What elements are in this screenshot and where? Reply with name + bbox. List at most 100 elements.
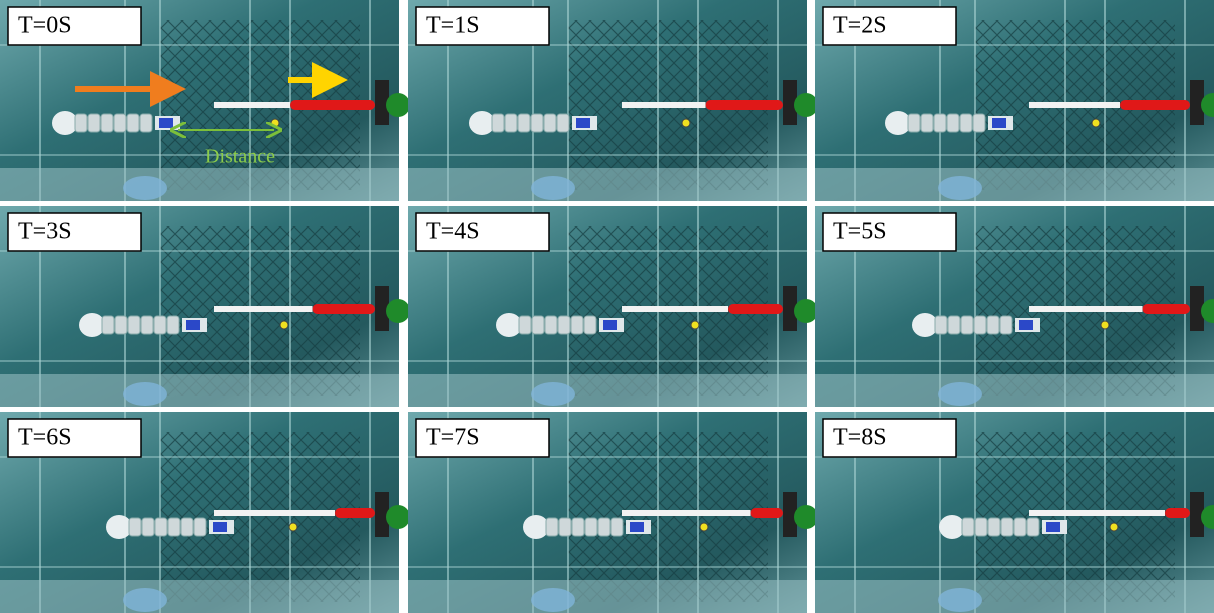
time-label: T=0S bbox=[18, 13, 72, 39]
fish-segment bbox=[1000, 316, 1012, 334]
fish-segment bbox=[544, 114, 556, 132]
time-label: T=8S bbox=[833, 425, 887, 451]
bottom-glare bbox=[815, 580, 1214, 613]
rod bbox=[1029, 306, 1143, 312]
target-dot bbox=[682, 119, 690, 127]
fish-segment bbox=[559, 518, 571, 536]
fish-segment bbox=[987, 316, 999, 334]
fish-segment bbox=[129, 518, 141, 536]
fish-board bbox=[576, 118, 590, 128]
green-ball bbox=[386, 505, 410, 529]
fish-board bbox=[1019, 320, 1033, 330]
bottom-glare bbox=[815, 168, 1214, 201]
fish-segment bbox=[975, 518, 987, 536]
rod-red bbox=[290, 100, 375, 110]
fish-segment bbox=[572, 518, 584, 536]
fish-segment bbox=[974, 316, 986, 334]
fish-segment bbox=[934, 114, 946, 132]
fish-segment bbox=[557, 114, 569, 132]
rod bbox=[1029, 510, 1165, 516]
fish-board bbox=[630, 522, 644, 532]
fish-segment bbox=[947, 114, 959, 132]
fish-segment bbox=[128, 316, 140, 334]
bucket bbox=[123, 382, 167, 406]
fish-segment bbox=[585, 518, 597, 536]
bucket bbox=[123, 588, 167, 612]
photo-panel: T=2S bbox=[815, 0, 1214, 201]
fish-head bbox=[939, 515, 965, 539]
time-label: T=2S bbox=[833, 13, 887, 39]
fish-segment bbox=[492, 114, 504, 132]
time-label: T=5S bbox=[833, 219, 887, 245]
bucket bbox=[531, 588, 575, 612]
fish-segment bbox=[988, 518, 1000, 536]
bucket bbox=[938, 176, 982, 200]
bottom-glare bbox=[815, 374, 1214, 407]
fish-segment bbox=[531, 114, 543, 132]
green-ball bbox=[386, 299, 410, 323]
fish-segment bbox=[115, 316, 127, 334]
fish-segment bbox=[960, 114, 972, 132]
rod bbox=[214, 102, 290, 108]
fish-segment bbox=[518, 114, 530, 132]
target-dot bbox=[271, 119, 279, 127]
fish-segment bbox=[114, 114, 126, 132]
time-label: T=6S bbox=[18, 425, 72, 451]
time-label: T=7S bbox=[426, 425, 480, 451]
green-ball bbox=[794, 505, 818, 529]
photo-panel: T=7S bbox=[408, 412, 818, 613]
fish-segment bbox=[505, 114, 517, 132]
rod-red bbox=[335, 508, 375, 518]
fish-segment bbox=[142, 518, 154, 536]
fish-segment bbox=[154, 316, 166, 334]
fish-head bbox=[52, 111, 78, 135]
fish-segment bbox=[1027, 518, 1039, 536]
bucket bbox=[123, 176, 167, 200]
fish-head bbox=[469, 111, 495, 135]
fish-head bbox=[523, 515, 549, 539]
target-dot bbox=[1092, 119, 1100, 127]
bucket bbox=[938, 588, 982, 612]
target-dot bbox=[289, 523, 297, 531]
fish-board bbox=[603, 320, 617, 330]
photo-grid: T=0S Distance T=1S T=2S T=3ST=4S T=5S T=6S T=7S… bbox=[0, 0, 1214, 613]
fish-segment bbox=[1014, 518, 1026, 536]
fish-segment bbox=[908, 114, 920, 132]
fish-head bbox=[106, 515, 132, 539]
fish-head bbox=[885, 111, 911, 135]
photo-panel: T=0S Distance bbox=[0, 0, 410, 201]
target-dot bbox=[280, 321, 288, 329]
photo-panel: T=4S bbox=[408, 206, 818, 407]
target-dot bbox=[691, 321, 699, 329]
fish-head bbox=[912, 313, 938, 337]
fish-segment bbox=[961, 316, 973, 334]
photo-panel: T=3S bbox=[0, 206, 410, 407]
rod-red bbox=[706, 100, 784, 110]
fish-segment bbox=[141, 316, 153, 334]
photo-panel: T=8S bbox=[815, 412, 1214, 613]
photo-panel: T=1S bbox=[408, 0, 818, 201]
fish-segment bbox=[962, 518, 974, 536]
fish-segment bbox=[558, 316, 570, 334]
rod-red bbox=[728, 304, 783, 314]
fish-segment bbox=[598, 518, 610, 536]
green-ball bbox=[794, 93, 818, 117]
rod bbox=[622, 306, 728, 312]
bucket bbox=[531, 382, 575, 406]
fish-segment bbox=[611, 518, 623, 536]
rod bbox=[622, 510, 751, 516]
fish-board bbox=[159, 118, 173, 128]
fish-board bbox=[213, 522, 227, 532]
time-label: T=1S bbox=[426, 13, 480, 39]
bottom-glare bbox=[408, 374, 807, 407]
fish-board bbox=[186, 320, 200, 330]
fish-board bbox=[992, 118, 1006, 128]
fish-segment bbox=[181, 518, 193, 536]
fish-segment bbox=[140, 114, 152, 132]
target-dot bbox=[1101, 321, 1109, 329]
rod bbox=[214, 510, 335, 516]
rod bbox=[214, 306, 313, 312]
distance-label: Distance bbox=[205, 146, 275, 168]
fish-segment bbox=[545, 316, 557, 334]
rod bbox=[622, 102, 706, 108]
